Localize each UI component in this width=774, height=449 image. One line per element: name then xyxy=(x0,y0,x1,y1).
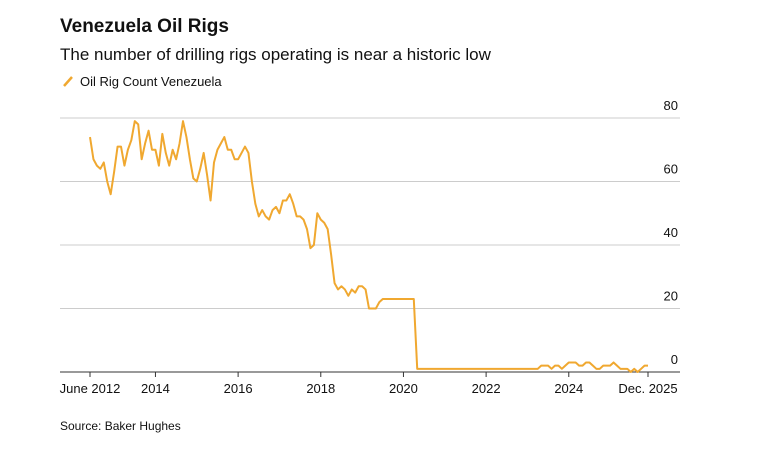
y-tick-label: 0 xyxy=(671,352,678,367)
chart-subtitle: The number of drilling rigs operating is… xyxy=(60,45,492,64)
x-tick-label: 2014 xyxy=(141,381,170,396)
data-line xyxy=(89,120,648,373)
x-tick-label: June 2012 xyxy=(60,381,121,396)
x-tick-label: 2018 xyxy=(306,381,335,396)
y-tick-label: 80 xyxy=(664,98,678,113)
y-tick-label: 20 xyxy=(664,289,678,304)
legend-label: Oil Rig Count Venezuela xyxy=(80,74,222,89)
legend-icon xyxy=(63,76,73,87)
y-tick-label: 60 xyxy=(664,162,678,177)
chart-title: Venezuela Oil Rigs xyxy=(60,16,229,37)
y-tick-label: 40 xyxy=(664,225,678,240)
x-tick-label: 2016 xyxy=(224,381,253,396)
source: Source: Baker Hughes xyxy=(60,419,181,433)
x-tick-label: 2024 xyxy=(554,381,583,396)
x-tick-label: 2022 xyxy=(472,381,501,396)
x-tick-label: Dec. 2025 xyxy=(618,381,677,396)
x-tick-label: 2020 xyxy=(389,381,418,396)
